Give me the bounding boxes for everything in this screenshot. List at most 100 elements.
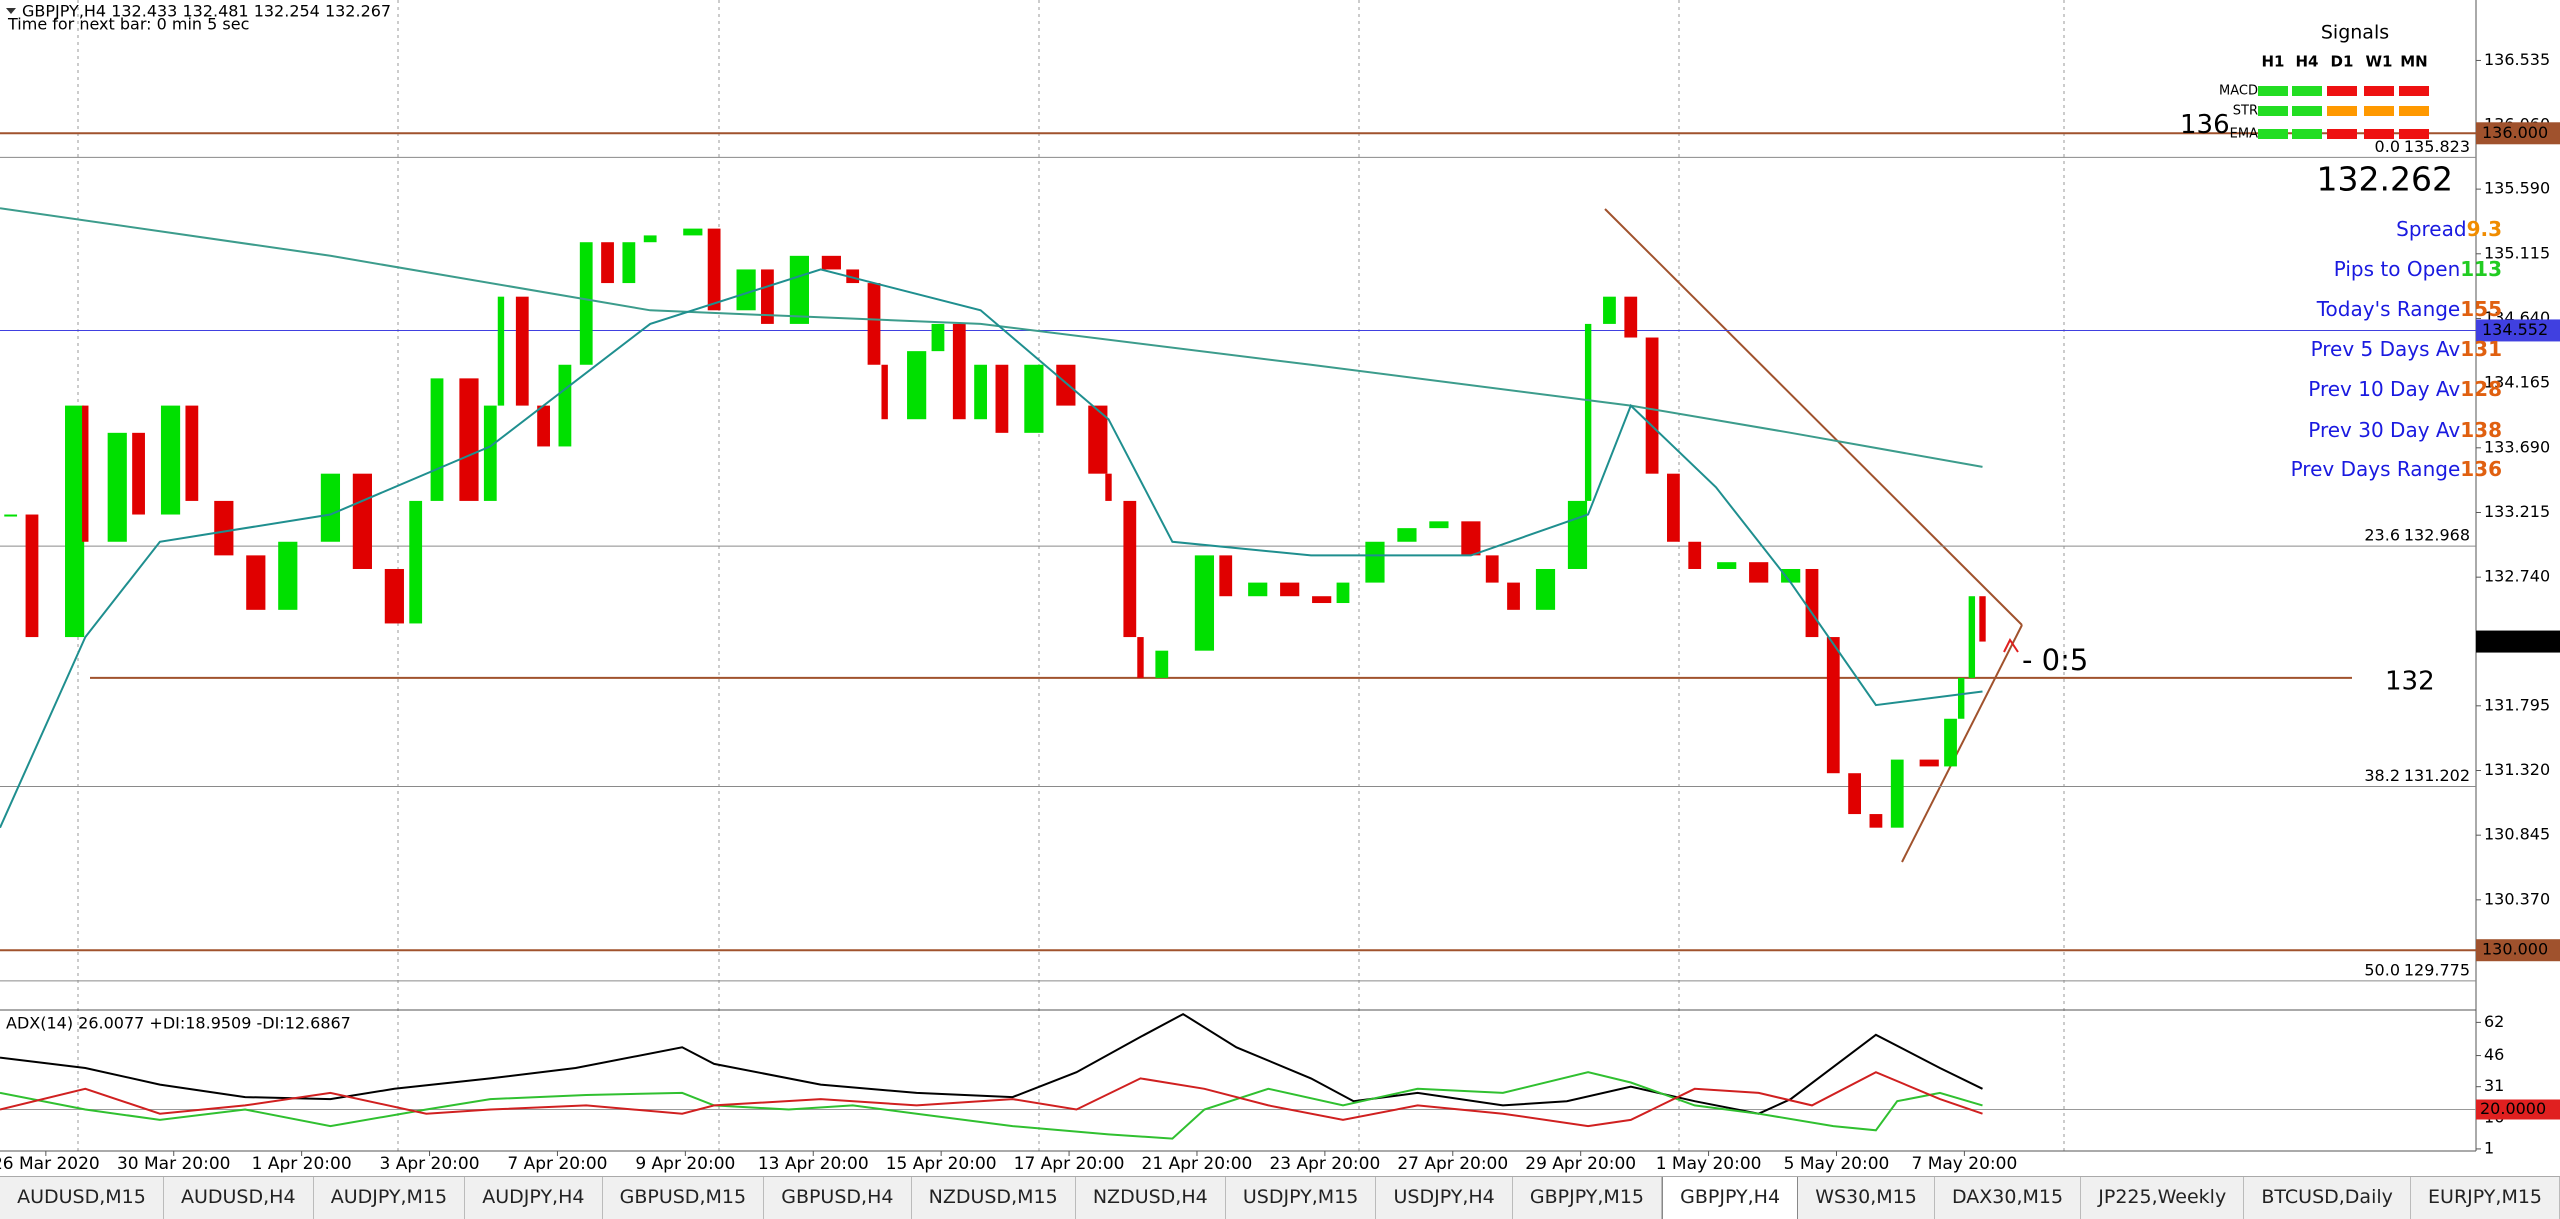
info-value: 131 [2460,337,2502,361]
symbol-tab[interactable]: GBPJPY,M15 [1513,1177,1663,1219]
candle [1624,296,1638,338]
y-tick-label: 134.165 [2484,373,2550,392]
candle [1919,759,1939,767]
signal-cell [2364,106,2394,116]
candle [622,242,636,284]
info-label: Pips to Open [2334,257,2461,281]
info-label: Today's Range [2316,297,2461,321]
fib-level: 0.0 [2375,137,2400,156]
signal-row-label: MACD [2219,84,2258,99]
candle [643,235,657,243]
candle [1749,562,1769,583]
candle [1688,541,1702,569]
price-box [2476,939,2560,962]
y-tick-label: 135.115 [2484,243,2550,262]
candle [1645,337,1659,474]
candle [214,500,234,556]
candle [736,269,756,311]
y-tick-label: 130.845 [2484,825,2550,844]
candle [1507,582,1520,610]
symbol-tab[interactable]: USDJPY,M15 [1226,1177,1377,1219]
info-stat: Today's Range155 [2316,297,2502,321]
signal-cell [2292,86,2322,96]
price-box-label: 130.000 [2482,940,2548,959]
candle [881,364,888,420]
symbol-tab[interactable]: NZDUSD,H4 [1076,1177,1226,1219]
candle [82,405,89,542]
signal-column: D1 [2331,53,2354,71]
candle [352,473,372,569]
signal-cell [2327,129,2357,139]
candle [1535,568,1556,610]
symbol-tab[interactable]: GBPUSD,H4 [764,1177,912,1219]
candle [974,364,987,420]
symbol-tab[interactable]: NZDUSD,M15 [912,1177,1076,1219]
price-box-label: 136.000 [2482,123,2548,142]
y-tick-label: 132.740 [2484,567,2550,586]
candle [1848,773,1861,815]
x-tick-label: 26 Mar 2020 [0,1154,100,1174]
info-stat: Pips to Open113 [2334,257,2502,281]
symbol-tab[interactable]: WS30,M15 [1798,1177,1935,1219]
x-tick-label: 17 Apr 20:00 [1014,1154,1125,1174]
info-label: Prev 5 Days Av [2311,337,2461,361]
y-tick-label: 130.370 [2484,889,2550,908]
info-stat: Prev Days Range136 [2291,457,2502,481]
level-tag: 136 [2180,110,2230,140]
symbol-tab[interactable]: AUDUSD,H4 [164,1177,314,1219]
x-tick-label: 30 Mar 20:00 [117,1154,231,1174]
fib-price: 132.968 [2404,526,2470,545]
candle [497,296,505,406]
candle [1869,814,1883,828]
info-value: 128 [2460,377,2502,401]
candle [1485,555,1499,583]
candle [1123,500,1137,638]
price-box-label: 20.0000 [2480,1099,2546,1118]
candle [1194,555,1215,651]
signal-cell [2364,86,2394,96]
info-value: 113 [2460,257,2502,281]
candle [515,296,529,406]
symbol-tab[interactable]: AUDJPY,H4 [465,1177,603,1219]
x-tick-label: 29 Apr 20:00 [1525,1154,1636,1174]
candle [1667,473,1680,542]
info-value: 136 [2460,457,2502,481]
candle [409,500,423,624]
symbol-tab[interactable]: EURJPY,M15 [2411,1177,2560,1219]
signal-cell [2292,129,2322,139]
symbol-tab[interactable]: USDJPY,H4 [1376,1177,1513,1219]
symbol-tab[interactable]: AUDJPY,M15 [314,1177,466,1219]
symbol-tab[interactable]: JP225,Weekly [2081,1177,2245,1219]
x-tick-label: 21 Apr 20:00 [1142,1154,1253,1174]
indicator-title: ADX(14) 26.0077 +DI:18.9509 -DI:12.6867 [6,1014,351,1033]
background [0,0,2560,1176]
annotation-arrow [2003,638,2019,653]
candle [65,405,85,638]
candle [1890,759,1904,828]
info-label: Spread [2396,217,2466,241]
candle [1397,528,1417,542]
info-value: 155 [2460,297,2502,321]
candle [160,405,181,515]
candle [185,405,199,501]
collapse-icon [6,8,16,14]
x-tick-label: 7 Apr 20:00 [507,1154,607,1174]
symbol-tab[interactable]: GBPUSD,M15 [603,1177,765,1219]
symbol-tab[interactable]: AUDUSD,M15 [0,1177,164,1219]
candle [25,514,39,638]
candle [1056,364,1076,406]
tab-bar: AUDUSD,M15 AUDUSD,H4 AUDJPY,M15 AUDJPY,H4 GB… [0,1176,2560,1219]
candle [1429,521,1449,529]
indicator-line [0,1071,1983,1140]
symbol-tab[interactable]: GBPJPY,H4 [1662,1177,1799,1219]
candle [907,351,927,420]
signal-row-label: STR [2233,104,2258,119]
x-tick-label: 1 Apr 20:00 [252,1154,352,1174]
candle [821,255,841,270]
trendline [1604,208,2023,626]
fib-level: 38.2 [2364,766,2400,785]
symbol-tab[interactable]: DAX30,M15 [1935,1177,2082,1219]
symbol-tab[interactable]: BTCUSD,Daily [2244,1177,2411,1219]
indicator-line [0,1012,1983,1115]
